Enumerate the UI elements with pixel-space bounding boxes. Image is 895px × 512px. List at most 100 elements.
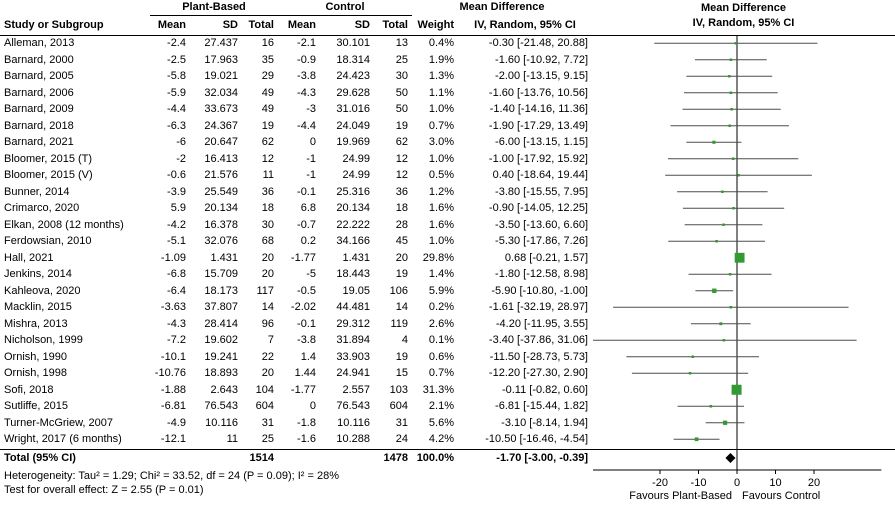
cell-pb-mean: -4.2	[167, 218, 186, 231]
cell-study: Barnard, 2018	[4, 119, 74, 132]
cell-ctrl-sd: 20.134	[336, 202, 370, 214]
cell-ctrl-sd: 33.903	[336, 350, 370, 363]
cell-pb-total: 20	[261, 251, 274, 264]
table-header: Plant-Based Control Mean Difference Stud…	[0, 0, 895, 36]
cell-ctrl-total: 106	[389, 284, 408, 297]
cell-ci: -1.80 [-12.58, 8.98]	[495, 268, 588, 280]
col-header-ctrl-mean: Mean	[287, 19, 316, 31]
cell-pb-total: 14	[261, 301, 274, 313]
control-group-header: Control	[278, 0, 412, 16]
col-header-ci: IV, Random, 95% CI	[474, 19, 576, 31]
cell-pb-sd: 11	[226, 433, 238, 445]
col-header-ctrl-total: Total	[382, 19, 408, 31]
effect-square	[728, 124, 731, 127]
cell-pb-mean: -3.63	[160, 301, 186, 313]
study-row: Wright, 2017 (6 months) -12.1 11 25 -1.6 10.2…	[0, 431, 592, 448]
cell-ci: -1.60 [-10.92, 7.72]	[495, 53, 588, 66]
cell-ctrl-sd: 29.628	[336, 86, 370, 99]
cell-ci: -1.90 [-17.29, 13.49]	[488, 119, 588, 132]
cell-ctrl-mean: 1.4	[300, 350, 316, 363]
study-row: Barnard, 2000 -2.5 17.963 35 -0.9 18.314 25 1.9…	[0, 52, 592, 69]
cell-pb-mean: -1.09	[160, 251, 186, 264]
cell-pb-sd: 19.602	[204, 334, 238, 346]
cell-ci: -11.50 [-28.73, 5.73]	[489, 350, 588, 363]
cell-pb-sd: 10.116	[205, 416, 238, 429]
cell-ctrl-mean: -1	[306, 169, 316, 181]
cell-pb-total: 604	[255, 400, 274, 412]
study-row: Alleman, 2013 -2.4 27.437 16 -2.1 30.101 13 0.4…	[0, 35, 592, 52]
cell-pb-sd: 24.367	[204, 119, 238, 132]
cell-pb-mean: -6	[176, 136, 186, 148]
cell-ctrl-sd: 34.166	[336, 235, 370, 247]
cell-study: Alleman, 2013	[4, 37, 75, 49]
effect-square	[691, 355, 694, 358]
effect-square	[712, 140, 716, 144]
effect-square	[709, 404, 713, 408]
cell-study: Ferdowsian, 2010	[4, 235, 92, 247]
cell-ci: -10.50 [-16.46, -4.54]	[485, 433, 588, 445]
cell-pb-sd: 18.173	[204, 284, 238, 297]
study-row: Barnard, 2018 -6.3 24.367 19 -4.4 24.049 19 0.7…	[0, 118, 592, 135]
effect-square	[731, 384, 742, 395]
cell-pb-sd: 1.431	[210, 251, 238, 264]
cell-pb-mean: -7.2	[167, 334, 186, 346]
cell-ctrl-total: 119	[390, 317, 408, 330]
study-row: Jenkins, 2014 -6.8 15.709 20 -5 18.443 19 1.4% -…	[0, 266, 592, 283]
total-pb-n: 1514	[249, 452, 274, 464]
cell-ctrl-sd: 44.481	[336, 301, 370, 313]
cell-ci: -0.11 [-0.82, 0.60]	[501, 383, 588, 396]
axis-tick-label: 0	[734, 477, 740, 489]
effect-square	[715, 240, 718, 243]
cell-ctrl-mean: 1.44	[294, 367, 316, 379]
cell-ci: 0.40 [-18.64, 19.44]	[492, 169, 588, 181]
total-spacer	[278, 450, 320, 467]
cell-study: Mishra, 2013	[4, 317, 68, 330]
effect-square	[712, 288, 717, 293]
cell-ctrl-mean: -0.1	[297, 317, 316, 330]
cell-ctrl-sd: 24.99	[342, 169, 370, 181]
cell-weight: 2.6%	[428, 317, 454, 330]
plot-column-header: Mean Difference IV, Random, 95% CI	[592, 0, 895, 31]
cell-pb-mean: -4.3	[167, 317, 186, 330]
cell-ci: -3.80 [-15.55, 7.95]	[495, 185, 588, 198]
cell-pb-sd: 17.963	[204, 53, 238, 66]
effect-square	[729, 306, 733, 309]
cell-ctrl-total: 24	[395, 433, 408, 445]
cell-study: Barnard, 2000	[4, 53, 74, 66]
cell-ctrl-total: 19	[395, 350, 408, 363]
cell-pb-mean: -12.1	[160, 433, 186, 445]
cell-weight: 0.7%	[428, 119, 454, 132]
total-spacer	[320, 450, 374, 467]
heterogeneity-text: Heterogeneity: Tau² = 1.29; Chi² = 33.52…	[4, 470, 339, 482]
cell-pb-total: 12	[261, 152, 274, 165]
cell-pb-sd: 15.709	[204, 268, 238, 280]
cell-study: Barnard, 2009	[4, 103, 74, 115]
cell-pb-sd: 21.576	[204, 169, 238, 181]
cell-ctrl-total: 36	[395, 185, 408, 198]
cell-ci: -12.20 [-27.30, 2.90]	[488, 367, 588, 379]
cell-pb-sd: 37.807	[204, 301, 238, 313]
cell-weight: 1.6%	[428, 218, 454, 231]
cell-ctrl-sd: 2.557	[342, 383, 370, 396]
cell-pb-total: 68	[261, 235, 274, 247]
cell-ci: -1.61 [-32.19, 28.97]	[488, 301, 588, 313]
cell-ctrl-mean: -3.8	[297, 70, 316, 82]
cell-pb-total: 31	[261, 416, 274, 429]
cell-ci: -2.00 [-13.15, 9.15]	[495, 70, 588, 82]
cell-study: Jenkins, 2014	[4, 268, 72, 280]
cell-pb-total: 49	[261, 103, 274, 115]
col-header-pb-sd: SD	[222, 19, 238, 31]
md-text-column-header: Mean Difference	[459, 1, 545, 13]
cell-ctrl-total: 50	[395, 103, 408, 115]
cell-ctrl-sd: 24.423	[336, 70, 370, 82]
cell-pb-sd: 19.241	[204, 350, 238, 363]
cell-ctrl-mean: 0	[309, 136, 316, 148]
cell-pb-mean: -6.81	[160, 400, 186, 412]
cell-pb-total: 11	[262, 169, 274, 181]
cell-pb-total: 96	[261, 317, 274, 330]
cell-pb-sd: 25.549	[204, 185, 238, 198]
study-row: Ferdowsian, 2010 -5.1 32.076 68 0.2 34.166 45 1…	[0, 233, 592, 250]
cell-ctrl-mean: -2.1	[297, 37, 316, 49]
cell-ctrl-mean: 0.2	[300, 235, 316, 247]
cell-study: Macklin, 2015	[4, 301, 72, 313]
